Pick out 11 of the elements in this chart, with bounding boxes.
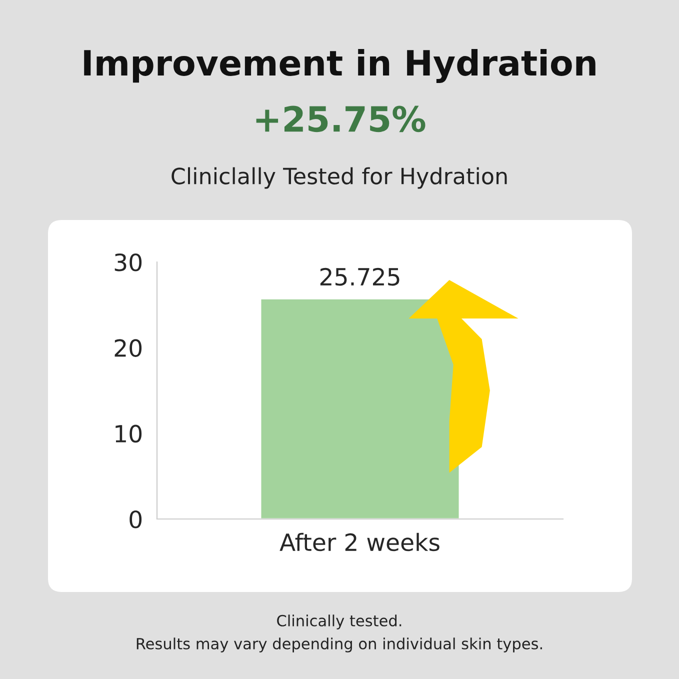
chart-title: Improvement in Hydration (84, 49, 596, 83)
y-tick-label: 10 (116, 424, 142, 443)
text: Cliniclally Tested for Hydration (172, 167, 507, 189)
text: Results may vary depending on individual skin types. (136, 638, 542, 652)
y-tick-label: 20 (114, 339, 142, 357)
y-tick-label: 0 (130, 510, 142, 528)
data-label: 25.725 (320, 268, 400, 286)
text: Clinically tested. (277, 614, 402, 630)
y-tick-label: 30 (114, 253, 142, 272)
chart-subtitle: +25.75% (256, 106, 426, 132)
x-tick-label: After 2 weeks (280, 532, 440, 552)
